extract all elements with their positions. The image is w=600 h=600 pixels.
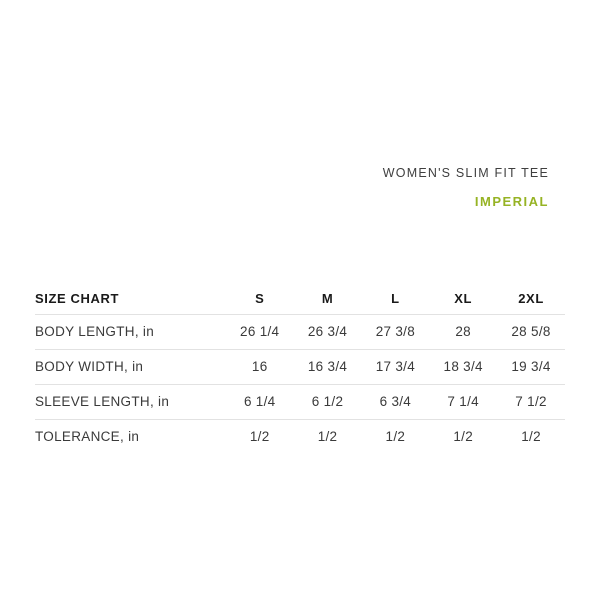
cell-value: 1/2 (521, 429, 541, 445)
size-chart-header-row: SIZE CHART S M L XL 2XL (35, 283, 565, 315)
cell-value: 7 1/4 (429, 384, 498, 420)
size-chart-body: BODY LENGTH, in 26 1/4 26 3/4 27 3/8 28 28 5/… (35, 314, 565, 454)
cell-value: 28 (429, 314, 498, 350)
size-chart-title: SIZE CHART (35, 283, 226, 315)
cell-value: 1/2 (453, 429, 474, 445)
title-block: WOMEN'S SLIM FIT TEE IMPERIAL (383, 166, 549, 211)
cell-value: 1/2 (385, 429, 406, 445)
cell-value: 19 3/4 (497, 349, 565, 385)
column-header-xl: XL (429, 283, 498, 315)
cell-value: 6 3/4 (361, 384, 430, 420)
cell-value: 6 1/2 (293, 384, 362, 420)
table-row: TOLERANCE, in 1/2 1/2 1/2 1/2 1/2 (35, 419, 565, 454)
table-row: SLEEVE LENGTH, in 6 1/4 6 1/2 6 3/4 7 1/4 7 1… (35, 384, 565, 420)
cell-value: 18 3/4 (429, 349, 498, 385)
column-header-2xl: 2XL (497, 283, 565, 315)
row-label: BODY LENGTH, in (35, 314, 226, 350)
column-header-s: S (225, 283, 294, 315)
row-label: TOLERANCE, in (35, 429, 140, 445)
size-chart: SIZE CHART S M L XL 2XL BODY LENGTH, in 26 1/… (35, 283, 565, 454)
cell-value: 26 3/4 (293, 314, 362, 350)
cell-value: 16 3/4 (293, 349, 362, 385)
cell-value: 26 1/4 (225, 314, 294, 350)
column-header-l: L (361, 283, 430, 315)
cell-value: 17 3/4 (361, 349, 430, 385)
size-chart-table: SIZE CHART S M L XL 2XL BODY LENGTH, in 26 1/… (35, 283, 565, 454)
cell-value: 27 3/8 (361, 314, 430, 350)
units-toggle[interactable]: IMPERIAL (474, 194, 549, 209)
cell-value: 16 (225, 349, 294, 385)
cell-value: 7 1/2 (497, 384, 565, 420)
table-row: BODY LENGTH, in 26 1/4 26 3/4 27 3/8 28 28 5/… (35, 314, 565, 350)
cell-value: 1/2 (249, 429, 270, 445)
cell-value: 1/2 (317, 429, 338, 445)
row-label: SLEEVE LENGTH, in (35, 384, 226, 420)
row-label: BODY WIDTH, in (35, 349, 226, 385)
cell-value: 28 5/8 (497, 314, 565, 350)
table-row: BODY WIDTH, in 16 16 3/4 17 3/4 18 3/4 19 3/4 (35, 349, 565, 385)
product-title: WOMEN'S SLIM FIT TEE (382, 166, 549, 180)
column-header-m: M (293, 283, 362, 315)
cell-value: 6 1/4 (225, 384, 294, 420)
